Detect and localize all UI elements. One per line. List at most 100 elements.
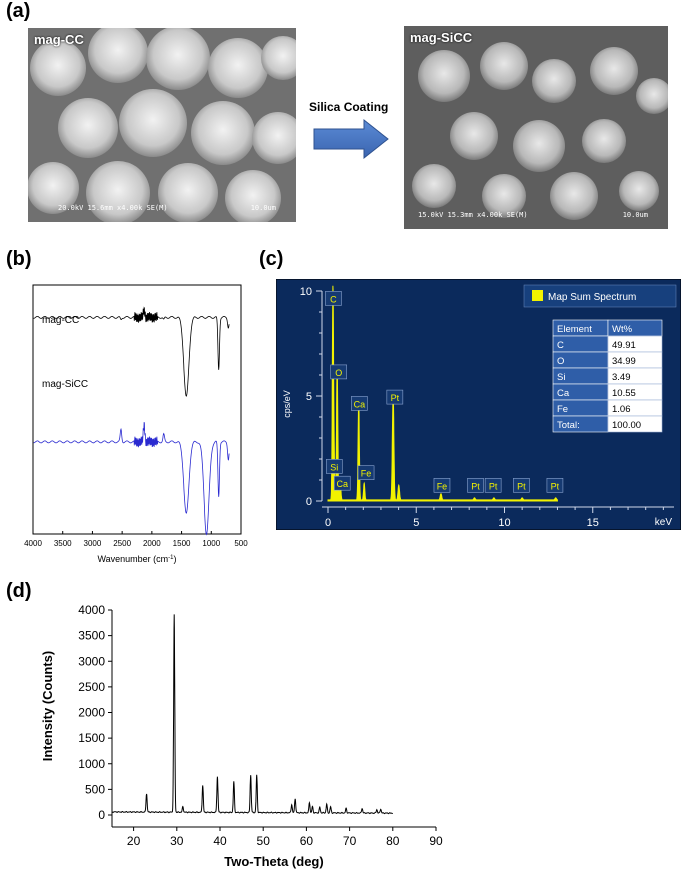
eds-peak-label: Ca bbox=[336, 479, 348, 489]
xrd-y-tick-label: 3500 bbox=[78, 629, 105, 643]
ftir-x-tick-label: 500 bbox=[234, 539, 248, 548]
eds-table-value: 10.55 bbox=[612, 388, 636, 399]
ftir-series-mag-sicc-line bbox=[33, 422, 230, 536]
eds-table-element: Total: bbox=[557, 420, 580, 431]
eds-peak-label: Pt bbox=[471, 481, 480, 491]
xrd-x-tick-label: 50 bbox=[257, 834, 271, 848]
xrd-xlabel: Two-Theta (deg) bbox=[224, 854, 323, 869]
xrd-x-tick-label: 60 bbox=[300, 834, 314, 848]
eds-table-value: 49.91 bbox=[612, 340, 636, 351]
silica-coating-arrow-icon bbox=[313, 118, 389, 160]
xrd-x-tick-label: 30 bbox=[170, 834, 184, 848]
eds-xlabel: keV bbox=[655, 517, 673, 528]
eds-y-tick-label: 0 bbox=[306, 496, 312, 508]
ftir-x-tick-label: 1500 bbox=[173, 539, 191, 548]
eds-table-cell bbox=[607, 415, 663, 433]
xrd-y-tick-label: 2000 bbox=[78, 706, 105, 720]
eds-peak-label: Pt bbox=[489, 481, 498, 491]
sem-scale-right: 10.0um bbox=[622, 211, 648, 219]
xrd-x-tick-label: 80 bbox=[386, 834, 400, 848]
xrd-pattern-line bbox=[111, 614, 393, 815]
eds-peak-label: Pt bbox=[517, 481, 526, 491]
eds-table-element: Ca bbox=[557, 388, 570, 399]
xrd-y-tick-label: 1500 bbox=[78, 731, 105, 745]
xrd-y-tick-label: 3000 bbox=[78, 654, 105, 668]
eds-table-element: Fe bbox=[557, 404, 568, 415]
eds-table-header: Element bbox=[557, 324, 592, 335]
xrd-ylabel: Intensity (Counts) bbox=[40, 651, 55, 762]
eds-peak-label: Pt bbox=[551, 481, 560, 491]
eds-element-table: Element Wt% C 49.91 O 34.99 Si 3.49 Ca 10.55 Fe 1.0… bbox=[552, 319, 663, 433]
eds-y-tick-label: 10 bbox=[300, 286, 312, 298]
eds-table-element: Si bbox=[557, 372, 565, 383]
ftir-series-mag-cc-line bbox=[33, 306, 230, 397]
xrd-x-tick-label: 40 bbox=[213, 834, 227, 848]
eds-peak-label-box bbox=[325, 459, 343, 474]
ftir-xlabel: Wavenumber (cm-1) bbox=[97, 554, 176, 564]
eds-peak-label: O bbox=[335, 368, 342, 378]
sem-meta-right: 15.0kV 15.3mm x4.00k SE(M) bbox=[418, 211, 528, 219]
sem-texture-right bbox=[404, 26, 668, 229]
sem-image-mag-cc: mag-CC 20.0kV 15.6mm x4.00k SE(M) 10.0um bbox=[28, 28, 296, 222]
panel-label-b: (b) bbox=[6, 248, 32, 270]
ftir-x-tick-label: 1000 bbox=[202, 539, 220, 548]
xrd-x-tick-label: 70 bbox=[343, 834, 357, 848]
eds-x-tick-label: 15 bbox=[587, 517, 599, 529]
xrd-x-tick-label: 90 bbox=[429, 834, 443, 848]
eds-peak-label-box bbox=[325, 291, 342, 306]
eds-table-header: Wt% bbox=[612, 324, 633, 335]
ftir-plot-frame bbox=[32, 284, 242, 535]
sem-title-mag-cc: mag-CC bbox=[34, 32, 84, 47]
panel-label-c: (c) bbox=[259, 248, 284, 270]
eds-table-value: 100.00 bbox=[612, 420, 641, 431]
eds-peak-label-box bbox=[484, 478, 502, 493]
ftir-x-tick-label: 2500 bbox=[113, 539, 131, 548]
eds-table-value: 34.99 bbox=[612, 356, 636, 367]
eds-x-tick-label: 0 bbox=[325, 517, 331, 529]
ftir-x-tick-label: 3000 bbox=[84, 539, 102, 548]
ftir-x-tick-label: 4000 bbox=[24, 539, 42, 548]
ftir-chart: 4000 3500 3000 2500 2000 1500 1000 500 mag-CC m… bbox=[24, 284, 248, 564]
sem-texture-left bbox=[28, 28, 296, 222]
panel-label-a: (a) bbox=[6, 0, 31, 22]
eds-x-tick-label: 5 bbox=[413, 517, 419, 529]
xrd-y-tick-label: 0 bbox=[98, 808, 105, 822]
eds-legend-swatch bbox=[532, 290, 543, 301]
xrd-x-tick-label: 20 bbox=[127, 834, 141, 848]
eds-peak-label-box bbox=[433, 478, 451, 493]
ftir-x-tick-label: 3500 bbox=[54, 539, 72, 548]
eds-peak-label-box bbox=[467, 478, 484, 493]
eds-table-value: 3.49 bbox=[612, 372, 631, 383]
eds-ylabel: cps/eV bbox=[282, 390, 292, 418]
eds-peak-label: C bbox=[330, 294, 337, 304]
eds-spectrum-line bbox=[327, 285, 558, 502]
eds-table-value: 1.06 bbox=[612, 404, 631, 415]
eds-legend-text: Map Sum Spectrum bbox=[548, 292, 636, 303]
eds-peak-label: Pt bbox=[391, 393, 400, 403]
eds-peak-label-box bbox=[333, 475, 351, 491]
eds-peak-label-box bbox=[546, 478, 564, 493]
xrd-y-tick-label: 500 bbox=[85, 782, 105, 796]
eds-peak-label-box bbox=[386, 389, 404, 405]
xrd-y-tick-label: 4000 bbox=[78, 603, 105, 617]
panel-label-d: (d) bbox=[6, 580, 32, 602]
eds-peak-label: Fe bbox=[361, 469, 372, 479]
eds-peak-label-box bbox=[513, 478, 530, 493]
eds-table-element: C bbox=[557, 340, 564, 351]
ftir-legend-mag-sicc: mag-SiCC bbox=[42, 379, 88, 390]
eds-y-tick-label: 5 bbox=[306, 391, 312, 403]
ftir-legend-mag-cc: mag-CC bbox=[42, 315, 79, 326]
eds-peak-label-box bbox=[351, 396, 368, 411]
xrd-y-tick-label: 2500 bbox=[78, 680, 105, 694]
eds-peak-label: Si bbox=[330, 462, 338, 472]
eds-peak-label-box bbox=[357, 465, 375, 480]
eds-table-element: O bbox=[557, 356, 564, 367]
xrd-chart: 0 500 1000 1500 2000 2500 3000 3500 4000 20 30 40 50… bbox=[40, 603, 443, 869]
eds-x-tick-label: 10 bbox=[498, 517, 510, 529]
arrow-label: Silica Coating bbox=[309, 100, 389, 114]
sem-meta-left: 20.0kV 15.6mm x4.00k SE(M) bbox=[58, 204, 168, 212]
ftir-x-tick-label: 2000 bbox=[143, 539, 161, 548]
eds-peak-label-box bbox=[330, 364, 348, 380]
xrd-y-tick-label: 1000 bbox=[78, 757, 105, 771]
